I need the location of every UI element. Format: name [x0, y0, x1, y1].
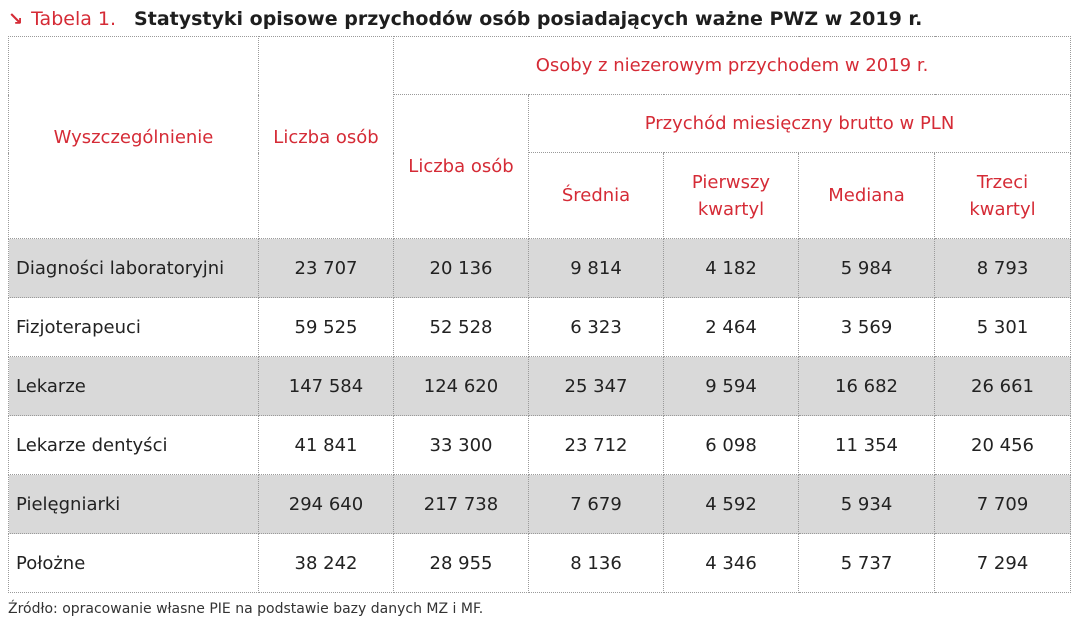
header-count-all: Liczba osób [258, 36, 394, 239]
cell-count-all: 23 707 [258, 238, 394, 298]
cell-count-nonzero: 52 528 [393, 297, 529, 357]
cell-median: 5 934 [798, 474, 935, 534]
cell-median: 11 354 [798, 415, 935, 475]
cell-count-all: 41 841 [258, 415, 394, 475]
statistics-table: Wyszczególnienie Liczba osób Osoby z nie… [8, 36, 1072, 593]
table-header: Wyszczególnienie Liczba osób Osoby z nie… [8, 36, 1072, 239]
cell-q3: 26 661 [933, 356, 1072, 416]
source-note: Źródło: opracowanie własne PIE na podsta… [8, 601, 484, 617]
table-number-label: Tabela 1. [31, 8, 117, 30]
cell-mean: 8 136 [528, 533, 664, 593]
table-body: Diagności laboratoryjni 23 707 20 136 9 … [8, 238, 1072, 593]
cell-mean: 9 814 [528, 238, 664, 298]
cell-median: 5 737 [798, 533, 935, 593]
header-category: Wyszczególnienie [8, 36, 259, 239]
cell-median: 16 682 [798, 356, 935, 416]
cell-mean: 7 679 [528, 474, 664, 534]
cell-name: Fizjoterapeuci [8, 297, 259, 357]
cell-q3: 20 456 [933, 415, 1072, 475]
cell-count-nonzero: 33 300 [393, 415, 529, 475]
cell-median: 5 984 [798, 238, 935, 298]
cell-mean: 25 347 [528, 356, 664, 416]
cell-name: Diagności laboratoryjni [8, 238, 259, 298]
header-q1-line2: kwartyl [697, 198, 765, 220]
table-row: Lekarze 147 584 124 620 25 347 9 594 16 … [8, 356, 1072, 416]
cell-count-all: 59 525 [258, 297, 394, 357]
cell-count-all: 147 584 [258, 356, 394, 416]
table-row: Pielęgniarki 294 640 217 738 7 679 4 592… [8, 474, 1072, 534]
header-q3-line2: kwartyl [969, 198, 1036, 220]
header-income-group: Przychód miesięczny brutto w PLN [527, 94, 1072, 153]
cell-q1: 6 098 [663, 415, 799, 475]
cell-q1: 4 346 [663, 533, 799, 593]
cell-q3: 8 793 [933, 238, 1072, 298]
cell-name: Położne [8, 533, 259, 593]
cell-count-nonzero: 217 738 [393, 474, 529, 534]
cell-q1: 4 182 [663, 238, 799, 298]
cell-name: Pielęgniarki [8, 474, 259, 534]
header-q3: Trzeci kwartyl [933, 152, 1072, 239]
table-row: Położne 38 242 28 955 8 136 4 346 5 737 … [8, 533, 1072, 593]
header-q1: Pierwszy kwartyl [663, 152, 799, 239]
cell-q3: 5 301 [933, 297, 1072, 357]
table-title-text: Statystyki opisowe przychodów osób posia… [134, 8, 923, 30]
cell-q1: 4 592 [663, 474, 799, 534]
cell-q3: 7 709 [933, 474, 1072, 534]
header-q3-line1: Trzeci [976, 171, 1029, 193]
cell-count-all: 38 242 [258, 533, 394, 593]
table-row: Diagności laboratoryjni 23 707 20 136 9 … [8, 238, 1072, 298]
table-row: Fizjoterapeuci 59 525 52 528 6 323 2 464… [8, 297, 1072, 357]
header-median: Mediana [798, 152, 935, 239]
cell-count-nonzero: 28 955 [393, 533, 529, 593]
cell-name: Lekarze dentyści [8, 415, 259, 475]
cell-count-nonzero: 20 136 [393, 238, 529, 298]
cell-count-all: 294 640 [258, 474, 394, 534]
table-title: ↘ Tabela 1. Statystyki opisowe przychodó… [8, 6, 922, 32]
header-mean: Średnia [528, 152, 664, 239]
cell-q3: 7 294 [933, 533, 1072, 593]
cell-mean: 6 323 [528, 297, 664, 357]
table-row: Lekarze dentyści 41 841 33 300 23 712 6 … [8, 415, 1072, 475]
cell-q1: 9 594 [663, 356, 799, 416]
cell-median: 3 569 [798, 297, 935, 357]
arrow-down-right-icon: ↘ [8, 8, 24, 30]
cell-name: Lekarze [8, 356, 259, 416]
cell-mean: 23 712 [528, 415, 664, 475]
cell-q1: 2 464 [663, 297, 799, 357]
header-nonzero-group: Osoby z niezerowym przychodem w 2019 r. [392, 36, 1072, 95]
header-q1-line1: Pierwszy [691, 171, 771, 193]
cell-count-nonzero: 124 620 [393, 356, 529, 416]
header-count-nonzero: Liczba osób [393, 94, 529, 239]
